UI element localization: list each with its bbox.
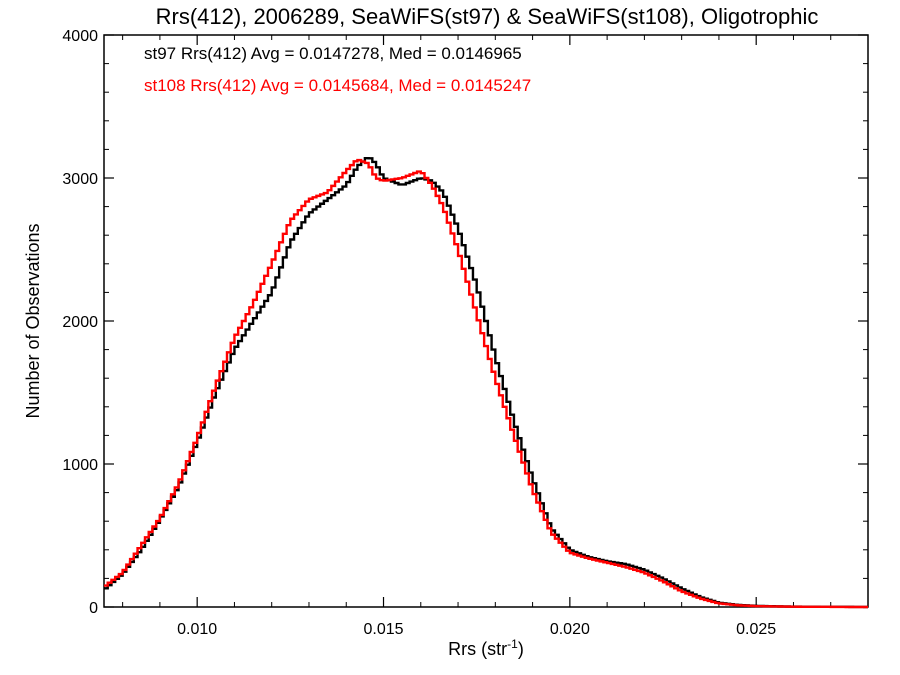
y-tick-label: 3000	[62, 171, 98, 188]
x-axis-label-close: )	[518, 639, 524, 659]
x-tick-label: 0.015	[363, 621, 403, 638]
x-tick-label: 0.025	[736, 621, 776, 638]
chart-title: Rrs(412), 2006289, SeaWiFS(st97) & SeaWi…	[156, 4, 819, 29]
legend-entry-st108: st108 Rrs(412) Avg = 0.0145684, Med = 0.…	[144, 76, 531, 95]
x-tick-label: 0.020	[550, 621, 590, 638]
y-axis-ticks: 0 1000 2000 3000 4000	[62, 28, 868, 617]
series-layer	[104, 157, 868, 609]
y-tick-label: 1000	[62, 457, 98, 474]
y-tick-label: 4000	[62, 28, 98, 45]
x-axis-ticks: 0.010 0.015 0.020 0.025	[122, 35, 869, 638]
y-tick-label: 0	[89, 600, 98, 617]
series-st108-line	[104, 158, 868, 609]
y-tick-label: 2000	[62, 314, 98, 331]
x-axis-label-text: Rrs (str	[448, 639, 507, 659]
x-axis-label-exponent: -1	[507, 637, 518, 651]
series-st97-line	[104, 157, 868, 609]
x-tick-label: 0.010	[177, 621, 217, 638]
x-axis-label: Rrs (str-1)	[448, 637, 524, 659]
legend-entry-st97: st97 Rrs(412) Avg = 0.0147278, Med = 0.0…	[144, 44, 522, 63]
y-axis-label: Number of Observations	[23, 223, 43, 418]
